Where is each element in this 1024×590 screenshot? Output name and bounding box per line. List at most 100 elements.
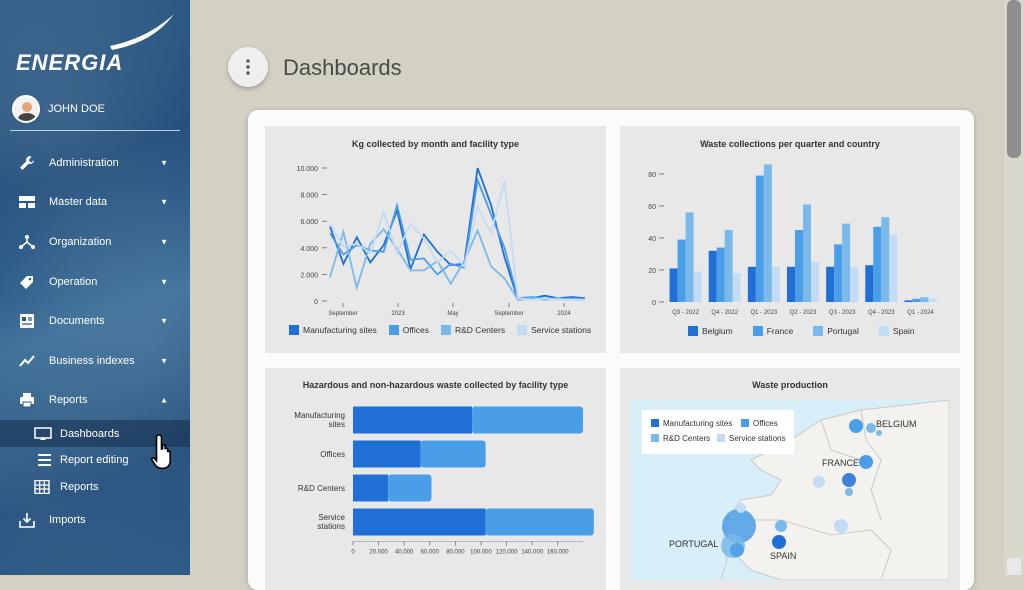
x-tick-label: Q3 - 2022 [672, 310, 699, 316]
bar-chart-card[interactable]: Waste collections per quarter and countr… [620, 126, 960, 353]
network-icon [18, 233, 36, 251]
chart-title: Hazardous and non-hazardous waste collec… [302, 380, 569, 390]
scrollbar-thumb[interactable] [1007, 0, 1021, 158]
x-tick-label: Q4 - 2022 [711, 310, 738, 316]
map-card[interactable]: Waste production [620, 368, 960, 590]
bar [353, 440, 421, 468]
bar [928, 298, 937, 302]
x-tick-label: Q1 - 2023 [751, 310, 778, 316]
sidebar-subitem-label: Report editing [60, 454, 129, 467]
chevron-down-icon: ▼ [160, 277, 168, 287]
avatar [12, 95, 40, 123]
x-tick-label: 2024 [557, 311, 571, 317]
table-icon [18, 193, 36, 211]
more-options-button[interactable] [228, 47, 268, 87]
y-tick-label: 0 [652, 300, 656, 307]
chevron-down-icon: ▼ [160, 158, 168, 168]
legend-label: Service stations [531, 325, 592, 335]
hbar-chart-card[interactable]: Hazardous and non-hazardous waste collec… [265, 368, 606, 590]
wrench-icon [18, 154, 36, 172]
bar [724, 230, 733, 302]
legend-label: Spain [892, 326, 915, 336]
tag-icon [18, 273, 36, 291]
sidebar-item-documents[interactable]: Documents ▼ [0, 301, 190, 341]
legend-label: Offices [402, 325, 429, 335]
y-tick-label: 10.000 [297, 166, 319, 173]
sidebar-item-label: Organization [49, 235, 112, 248]
legend-swatch [289, 325, 299, 335]
legend-label: Belgium [702, 326, 733, 336]
scrollbar-track-end [1007, 558, 1021, 575]
legend-item: R&D Centers [441, 325, 505, 335]
divider [10, 130, 180, 131]
user-profile[interactable]: JOHN DOE [12, 95, 105, 123]
bar [388, 474, 432, 502]
category-label: Manufacturing [294, 411, 345, 420]
x-tick-label: 0 [351, 550, 355, 556]
legend-label: Manufacturing sites [303, 325, 377, 335]
page-scrollbar[interactable] [1004, 0, 1024, 575]
sidebar-item-imports[interactable]: Imports [0, 500, 190, 540]
import-icon [18, 511, 36, 529]
list-icon [34, 453, 52, 467]
user-name: JOHN DOE [48, 103, 105, 115]
sidebar-item-label: Operation [49, 275, 98, 288]
x-tick-label: 40.000 [395, 550, 414, 556]
line-chart: 0 2.000 4.000 6.000 8.000 10.000 September 2023… [297, 166, 586, 317]
bar [732, 273, 741, 302]
line-chart-card[interactable]: Kg collected by month and facility type … [265, 126, 606, 353]
bar [803, 204, 811, 302]
legend-item: Manufacturing sites [289, 325, 377, 335]
sidebar-item-administration[interactable]: Administration ▼ [0, 143, 190, 183]
legend-item: Spain [878, 326, 915, 336]
sidebar-item-business-indexes[interactable]: Business indexes ▼ [0, 341, 190, 381]
legend-swatch [441, 325, 451, 335]
series-line [329, 227, 585, 301]
legend-item: Offices [388, 325, 429, 335]
sidebar-item-operation[interactable]: Operation ▼ [0, 262, 190, 302]
legend-swatch [813, 326, 824, 336]
x-tick-label: 140.000 [521, 550, 543, 556]
bar [485, 508, 594, 536]
bar [353, 474, 389, 502]
legend-swatch [517, 325, 528, 335]
bar [834, 244, 843, 302]
category-label: Service [318, 513, 345, 522]
bar [755, 175, 764, 302]
sidebar-subitem-label: Dashboards [60, 427, 120, 440]
bar [850, 266, 859, 302]
category-label: Offices [320, 450, 345, 459]
sidebar-item-reports[interactable]: Reports ▲ [0, 381, 190, 421]
map-title: Waste production [752, 380, 828, 390]
bar [669, 268, 678, 302]
logo-swoosh-icon [110, 14, 174, 50]
sidebar-subitem-report-editing[interactable]: Report editing [0, 447, 190, 474]
category-label: R&D Centers [298, 484, 345, 493]
chevron-down-icon: ▼ [160, 237, 168, 247]
legend-item: Service stations [517, 325, 591, 335]
x-tick-label: 120.000 [496, 550, 518, 556]
bar [685, 212, 694, 302]
document-icon [18, 312, 36, 330]
page-title: Dashboards [283, 55, 402, 80]
sidebar-menu: Administration ▼ Master data ▼ Organizat… [0, 143, 190, 540]
sidebar-item-master-data[interactable]: Master data ▼ [0, 183, 190, 223]
waste-map[interactable]: BELGIUM FRANCE PORTUGAL SPAIN Manufactur… [631, 400, 949, 580]
x-tick-label: September [494, 311, 523, 317]
bar [795, 230, 803, 302]
bar [865, 265, 874, 302]
legend-swatch [688, 326, 698, 336]
chart-legend: Belgium France Portugal Spain [688, 326, 915, 336]
bar-chart: 0 20 40 60 80 Q3 - 2022 Q4 - 2022 Q1 - 2023 Q2 -… [648, 164, 937, 316]
x-tick-label: September [328, 311, 357, 317]
y-tick-label: 40 [648, 236, 656, 243]
map-legend-label: R&D Centers [663, 434, 710, 443]
sidebar-subitem-reports[interactable]: Reports [0, 474, 190, 501]
monitor-icon [34, 426, 52, 441]
chevron-up-icon: ▲ [160, 395, 168, 405]
y-tick-label: 8.000 [300, 193, 318, 200]
hand-cursor-icon [150, 434, 171, 470]
bar [904, 300, 913, 302]
x-tick-label: 20.000 [369, 550, 388, 556]
sidebar-item-organization[interactable]: Organization ▼ [0, 222, 190, 262]
